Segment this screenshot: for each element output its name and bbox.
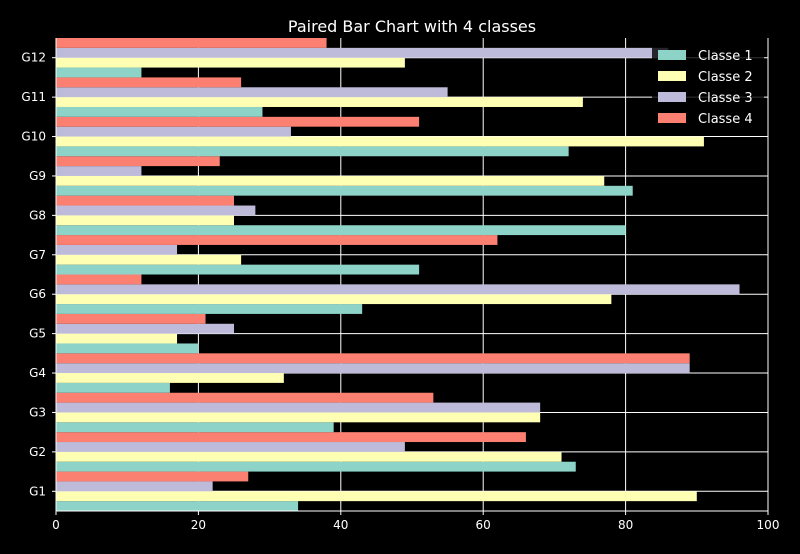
bar-g10-series-3 (56, 126, 291, 137)
bar-g10-series-2 (56, 136, 704, 147)
y-tick-label: G2 (29, 445, 46, 459)
legend-label: Classe 3 (698, 91, 753, 106)
legend-label: Classe 2 (698, 70, 753, 85)
y-tick-label: G10 (21, 130, 46, 144)
bar-g3-series-3 (56, 402, 541, 413)
x-tick-label: 60 (476, 518, 491, 532)
legend-swatch (658, 113, 686, 123)
bar-g6-series-2 (56, 294, 612, 305)
legend-swatch (658, 71, 686, 81)
bar-g3-series-2 (56, 412, 541, 423)
bar-g10-series-1 (56, 146, 569, 157)
chart-title: Paired Bar Chart with 4 classes (288, 17, 536, 36)
y-tick-label: G5 (29, 327, 46, 341)
bar-g8-series-4 (56, 195, 234, 206)
bar-g2-series-4 (56, 432, 526, 443)
bar-g9-series-3 (56, 166, 142, 176)
bar-g11-series-4 (56, 77, 242, 88)
bar-g8-series-3 (56, 205, 256, 216)
y-tick-label: G3 (29, 405, 46, 419)
bar-g6-series-4 (56, 274, 142, 285)
bar-g12-series-3 (56, 47, 669, 58)
y-tick-label: G11 (21, 90, 46, 104)
bar-g1-series-2 (56, 491, 697, 502)
x-tick-label: 100 (757, 518, 780, 532)
bar-g1-series-4 (56, 471, 249, 482)
y-tick-label: G1 (29, 484, 46, 498)
bar-g9-series-4 (56, 156, 220, 167)
bar-g12-series-2 (56, 57, 405, 68)
y-tick-label: G6 (29, 287, 46, 301)
bar-g8-series-1 (56, 225, 626, 236)
bar-g12-series-1 (56, 67, 142, 78)
x-tick-label: 0 (52, 518, 60, 532)
bar-g2-series-2 (56, 451, 562, 462)
bar-g8-series-2 (56, 215, 234, 226)
bar-g11-series-1 (56, 106, 263, 117)
bar-g7-series-1 (56, 264, 420, 275)
bar-g2-series-3 (56, 442, 405, 452)
bar-g4-series-1 (56, 382, 170, 393)
legend-label: Classe 1 (698, 49, 753, 64)
y-tick-label: G8 (29, 208, 46, 222)
legend-label: Classe 4 (698, 112, 753, 127)
bar-g5-series-3 (56, 323, 234, 334)
bar-g1-series-3 (56, 481, 213, 492)
y-tick-label: G7 (29, 248, 46, 262)
y-tick-label: G4 (29, 366, 46, 380)
x-tick-label: 40 (333, 518, 348, 532)
bar-g5-series-2 (56, 333, 178, 344)
bar-g9-series-2 (56, 175, 605, 186)
legend: Classe 1 Classe 2 Classe 3 Classe 4 (652, 44, 764, 136)
bar-g11-series-2 (56, 97, 583, 107)
bar-g2-series-1 (56, 461, 576, 472)
bar-g10-series-4 (56, 116, 420, 127)
bar-g4-series-4 (56, 353, 690, 364)
bar-g3-series-4 (56, 392, 434, 403)
axes-layer: 0 20 40 60 80 100 G1 G2 G3 G4 G5 G6 G7 G8 G9 G10 G11 G12 (21, 38, 779, 532)
y-tick-label: G9 (29, 169, 46, 183)
bar-g1-series-1 (56, 501, 299, 511)
bar-g12-series-4 (56, 38, 327, 48)
legend-swatch (658, 50, 686, 60)
bar-g9-series-1 (56, 185, 633, 196)
bar-g3-series-1 (56, 422, 334, 433)
bar-g7-series-4 (56, 235, 498, 245)
bar-g4-series-3 (56, 363, 690, 374)
bar-g7-series-2 (56, 254, 242, 265)
x-tick-label: 20 (191, 518, 206, 532)
bar-g6-series-3 (56, 284, 740, 295)
bar-g5-series-4 (56, 313, 206, 324)
y-tick-label: G12 (21, 51, 46, 65)
bar-g5-series-1 (56, 343, 199, 354)
bar-g7-series-3 (56, 244, 178, 255)
bar-g4-series-2 (56, 373, 284, 383)
x-tick-label: 80 (618, 518, 633, 532)
bar-g6-series-1 (56, 304, 363, 314)
legend-swatch (658, 92, 686, 102)
bar-g11-series-3 (56, 87, 448, 98)
bars-layer (56, 38, 740, 511)
